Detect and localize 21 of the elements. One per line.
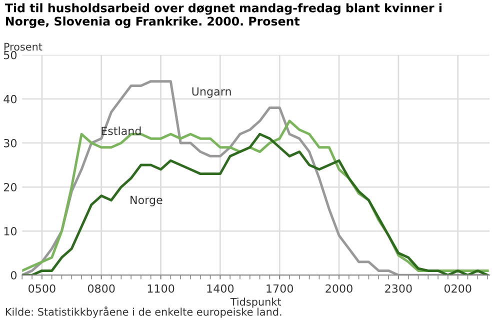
x-tick-label: 2300 <box>385 284 412 293</box>
x-tick-label: 1100 <box>148 284 174 293</box>
x-tick-label: 1400 <box>207 284 234 293</box>
series-label: Norge <box>130 196 162 206</box>
text: Kilde: Statistikkbyråene i de enkelte europeiske land. <box>6 306 282 318</box>
series-label: Ungarn <box>192 87 231 98</box>
x-tick-label: 0800 <box>88 284 115 293</box>
series-label: Estland <box>102 126 141 136</box>
y-axis-title: Prosent <box>4 42 42 51</box>
x-tick-label: 0500 <box>28 284 56 293</box>
y-tick-label: 30 <box>4 138 17 148</box>
y-tick-label: 40 <box>4 94 17 104</box>
y-tick-label: 50 <box>4 50 17 60</box>
y-tick-label: 10 <box>4 227 17 236</box>
x-tick-label: 2000 <box>326 284 352 293</box>
y-tick-label: 20 <box>4 182 17 192</box>
x-tick-label: 1700 <box>266 284 294 293</box>
chart-title: Tid til husholdsarbeid over døgnet mandag-fredag blant kvinner i Norge, Slovenia og Frankrike. 2000. Prosent <box>4 3 442 28</box>
x-tick-label: 0200 <box>444 284 472 293</box>
y-tick-label: 0 <box>10 271 17 280</box>
x-axis-title: Tidspunkt <box>230 298 282 308</box>
